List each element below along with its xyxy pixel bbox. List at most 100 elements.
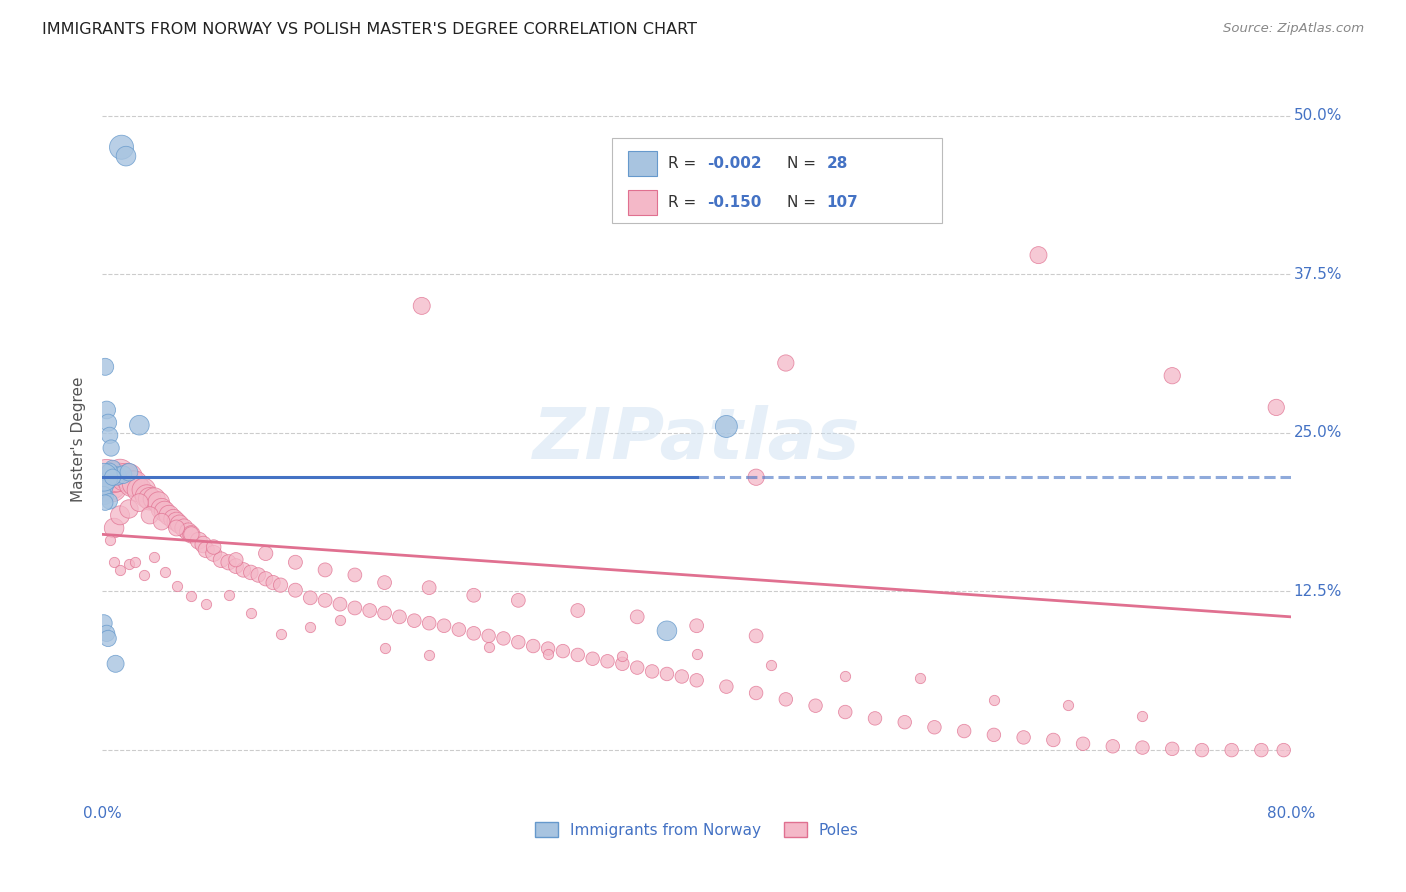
Point <box>128 483 150 497</box>
Point <box>118 465 141 479</box>
Legend: Immigrants from Norway, Poles: Immigrants from Norway, Poles <box>529 815 865 844</box>
Point <box>97 632 120 646</box>
Point <box>103 521 125 535</box>
Text: 28: 28 <box>827 156 848 170</box>
Point <box>418 616 440 631</box>
Point <box>132 483 155 497</box>
Point <box>551 644 574 658</box>
Point <box>150 515 173 529</box>
Point <box>463 626 485 640</box>
Point <box>153 565 176 579</box>
Point <box>478 640 501 655</box>
Point <box>404 614 426 628</box>
Point <box>716 419 738 434</box>
Point <box>98 428 121 442</box>
Point <box>247 568 270 582</box>
Point <box>983 692 1005 706</box>
Point <box>98 476 121 491</box>
Point <box>139 508 162 523</box>
Point <box>299 591 322 605</box>
Point <box>270 578 292 592</box>
Point <box>685 618 707 632</box>
Point <box>239 606 262 620</box>
Point <box>775 356 797 370</box>
Point <box>834 705 856 719</box>
Point <box>433 618 456 632</box>
Point <box>537 647 560 661</box>
Point <box>1132 709 1154 723</box>
Point <box>103 470 125 484</box>
Point <box>173 521 195 535</box>
Point <box>118 502 141 516</box>
Point <box>567 603 589 617</box>
Point <box>329 614 352 628</box>
Point <box>100 479 122 493</box>
Point <box>329 597 352 611</box>
Point <box>893 715 915 730</box>
Point <box>314 593 336 607</box>
Point <box>115 149 138 163</box>
Point <box>537 641 560 656</box>
Point <box>100 441 122 455</box>
Text: IMMIGRANTS FROM NORWAY VS POLISH MASTER'S DEGREE CORRELATION CHART: IMMIGRANTS FROM NORWAY VS POLISH MASTER'… <box>42 22 697 37</box>
Point <box>1191 743 1213 757</box>
Point <box>195 597 218 611</box>
Point <box>139 491 162 506</box>
Text: N =: N = <box>787 195 821 210</box>
Point <box>924 720 946 734</box>
Point <box>104 657 127 671</box>
Point <box>124 476 146 491</box>
Point <box>463 588 485 602</box>
Point <box>187 533 209 548</box>
Point <box>270 626 292 640</box>
Point <box>447 623 470 637</box>
Point <box>418 648 440 662</box>
Point <box>314 563 336 577</box>
Point <box>612 657 634 671</box>
Point <box>157 508 180 523</box>
Point <box>135 489 157 503</box>
Point <box>254 572 277 586</box>
Text: Source: ZipAtlas.com: Source: ZipAtlas.com <box>1223 22 1364 36</box>
Point <box>218 555 240 569</box>
Point <box>411 299 433 313</box>
Point <box>108 508 131 523</box>
Y-axis label: Master's Degree: Master's Degree <box>72 376 86 502</box>
Point <box>685 648 707 662</box>
Text: R =: R = <box>668 195 702 210</box>
Point <box>132 568 155 582</box>
Point <box>169 517 191 532</box>
Text: 37.5%: 37.5% <box>1294 267 1341 282</box>
Point <box>93 616 115 631</box>
Point <box>96 474 118 488</box>
Point <box>94 489 117 503</box>
Point <box>418 581 440 595</box>
Point <box>232 563 254 577</box>
Point <box>1071 737 1094 751</box>
Point <box>118 557 141 571</box>
Point <box>284 583 307 598</box>
Point <box>1132 740 1154 755</box>
Point <box>108 467 131 481</box>
Text: R =: R = <box>668 156 702 170</box>
Point <box>299 620 322 634</box>
Point <box>759 658 782 673</box>
Point <box>94 359 117 374</box>
Point <box>983 728 1005 742</box>
Point <box>745 470 768 484</box>
Point <box>492 632 515 646</box>
Point <box>105 469 128 483</box>
Point <box>262 575 284 590</box>
Point <box>671 669 693 683</box>
Point <box>97 416 120 430</box>
Point <box>150 502 173 516</box>
Point <box>128 418 150 433</box>
Point <box>202 540 225 554</box>
Point <box>716 680 738 694</box>
Point <box>641 665 664 679</box>
Point <box>508 635 530 649</box>
Text: -0.002: -0.002 <box>707 156 762 170</box>
Point <box>108 563 131 577</box>
Point <box>94 480 117 494</box>
Point <box>1057 698 1080 712</box>
